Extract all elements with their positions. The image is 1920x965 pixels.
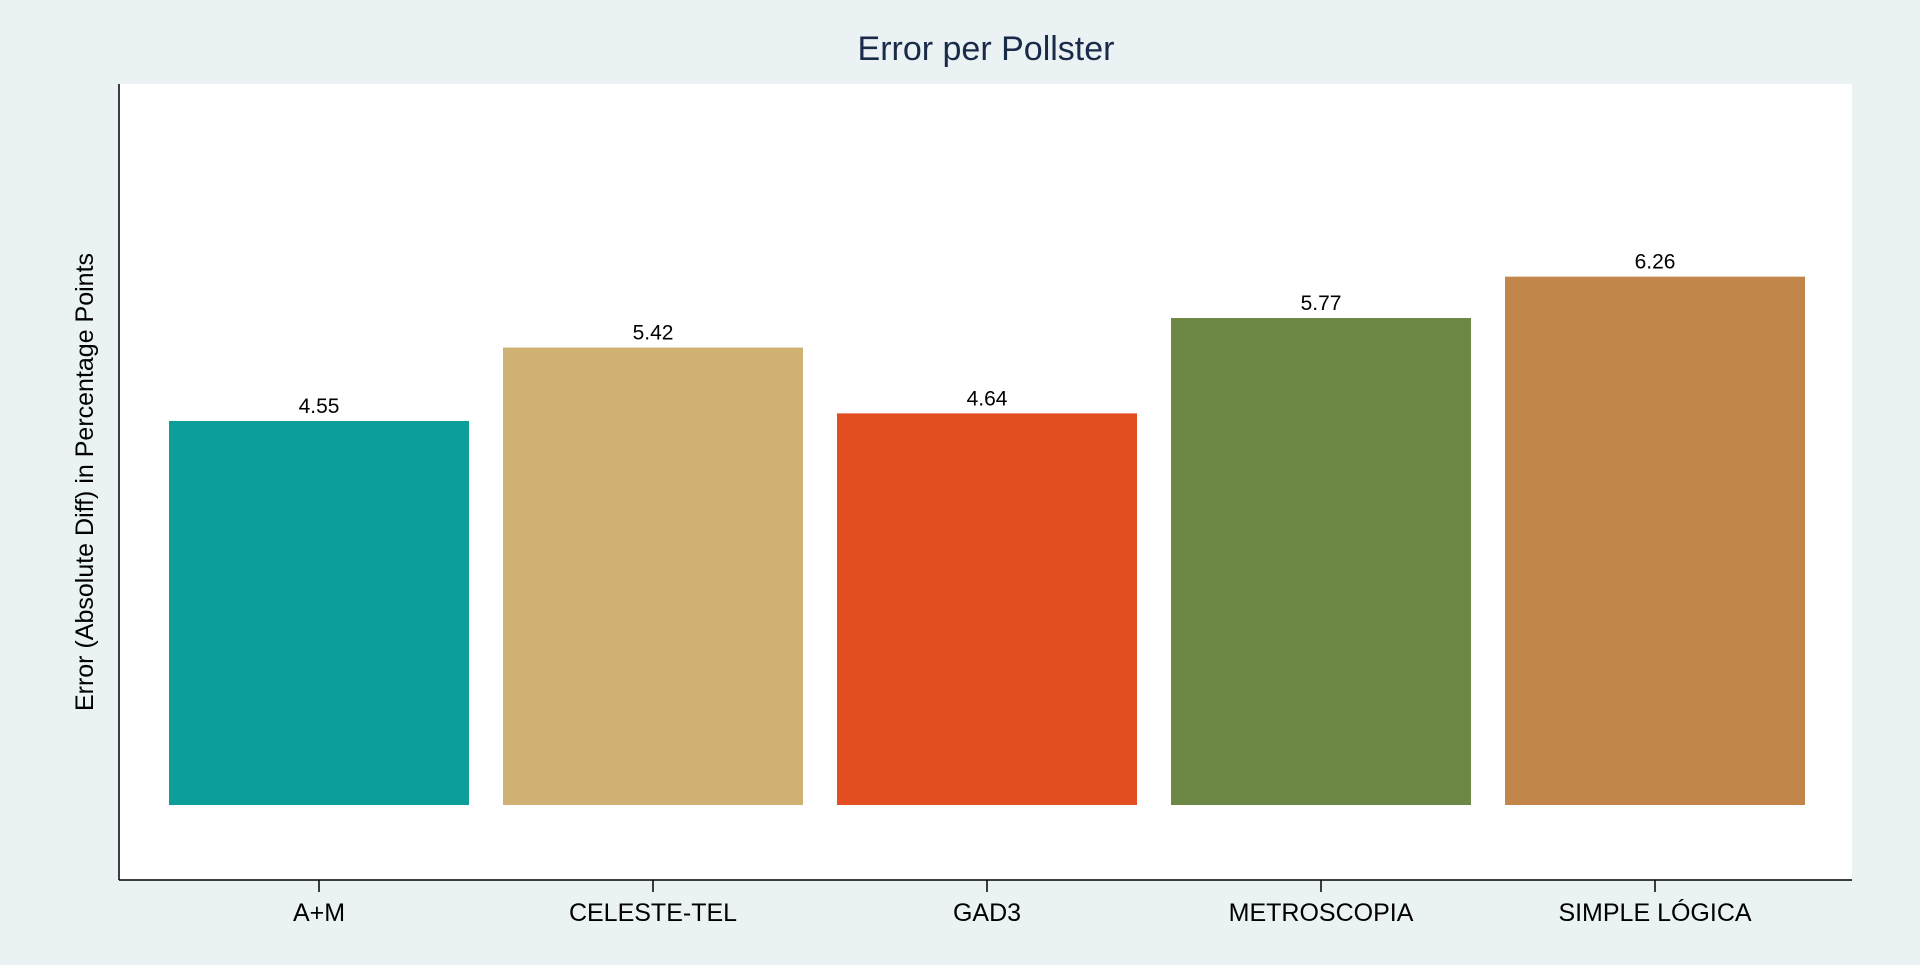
value-label-0: 4.55 bbox=[299, 395, 340, 418]
bar-2 bbox=[837, 413, 1137, 805]
value-label-1: 5.42 bbox=[633, 322, 674, 345]
x-tick-label-1: CELESTE-TEL bbox=[569, 899, 737, 927]
x-ticks-group bbox=[318, 880, 1656, 892]
value-label-3: 5.77 bbox=[1301, 292, 1342, 315]
x-tick-label-4: SIMPLE LÓGICA bbox=[1558, 898, 1751, 927]
bar-0 bbox=[169, 420, 469, 805]
bar-3 bbox=[1171, 318, 1471, 805]
value-label-4: 6.26 bbox=[1635, 251, 1676, 274]
x-tick-label-2: GAD3 bbox=[953, 899, 1021, 927]
bar-4 bbox=[1505, 276, 1805, 805]
value-label-2: 4.64 bbox=[967, 387, 1008, 410]
x-tick-label-3: METROSCOPIA bbox=[1229, 899, 1414, 927]
x-tick-label-0: A+M bbox=[293, 899, 345, 927]
bars-group bbox=[169, 276, 1805, 805]
x-tick-labels-group: A+M CELESTE-TEL GAD3 METROSCOPIA SIMPLE LÓGI… bbox=[293, 898, 1752, 927]
y-axis-label: Error (Absolute Diff) in Percentage Poin… bbox=[71, 253, 99, 711]
value-labels-group: 4.55 5.42 4.64 5.77 6.26 bbox=[299, 251, 1676, 418]
chart-title: Error per Pollster bbox=[858, 30, 1115, 68]
bar-1 bbox=[503, 347, 803, 805]
